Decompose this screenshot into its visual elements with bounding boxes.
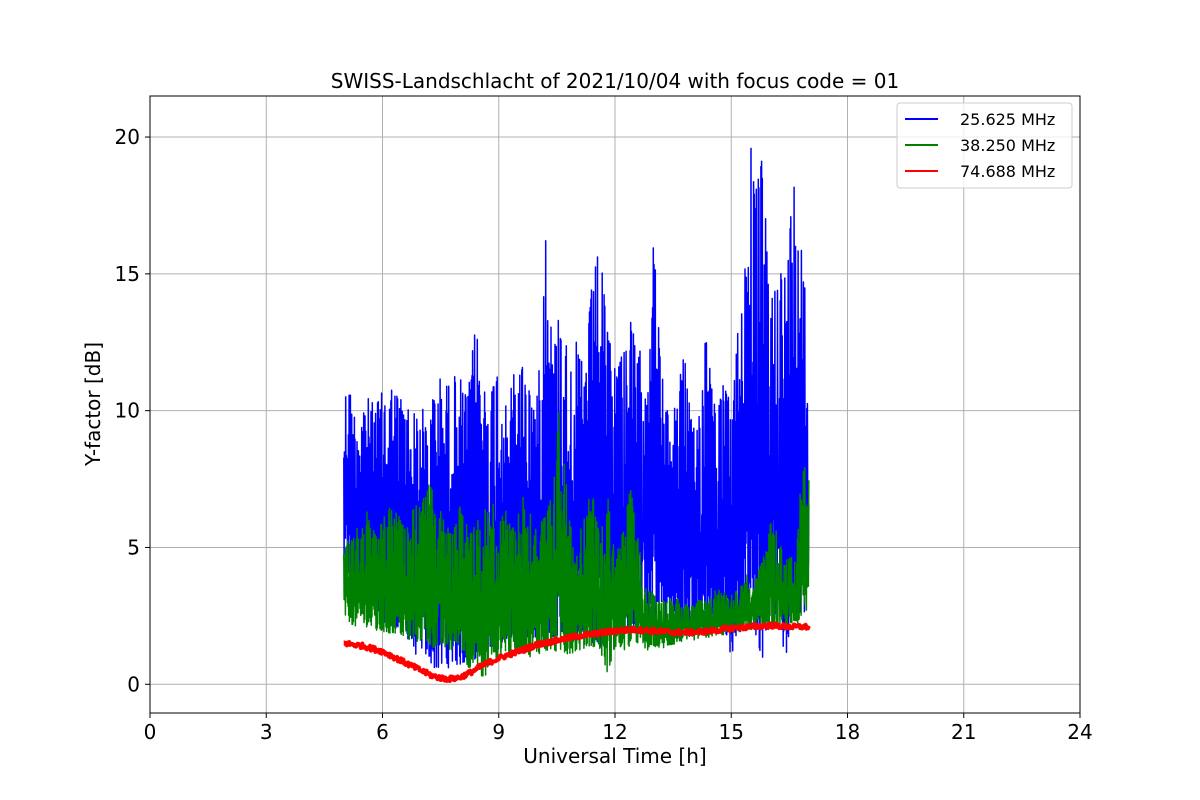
x-tick-label: 6 xyxy=(376,720,389,744)
ticks: 0 3 6 9 12 15 18 21 24 0 5 10 15 20 xyxy=(115,125,1093,744)
legend-label: 74.688 MHz xyxy=(960,162,1055,181)
x-tick-label: 3 xyxy=(260,720,273,744)
legend: 25.625 MHz 38.250 MHz 74.688 MHz xyxy=(896,102,1073,189)
series-3 xyxy=(342,621,811,683)
x-tick-label: 18 xyxy=(835,720,860,744)
y-tick-label: 0 xyxy=(127,672,140,696)
series-2 xyxy=(343,412,810,677)
x-tick-label: 15 xyxy=(719,720,744,744)
y-tick-label: 20 xyxy=(115,125,140,149)
plot-area xyxy=(342,147,811,683)
y-tick-label: 5 xyxy=(127,535,140,559)
y-axis-label: Y-factor [dB] xyxy=(81,342,105,467)
series-line xyxy=(343,412,810,677)
legend-label: 25.625 MHz xyxy=(960,110,1055,129)
x-tick-label: 0 xyxy=(144,720,157,744)
legend-box xyxy=(896,102,1073,189)
x-tick-label: 12 xyxy=(602,720,627,744)
legend-label: 38.250 MHz xyxy=(960,136,1055,155)
x-axis-label: Universal Time [h] xyxy=(523,744,706,768)
x-tick-label: 21 xyxy=(951,720,976,744)
y-tick-label: 15 xyxy=(115,262,140,286)
x-tick-label: 9 xyxy=(492,720,505,744)
chart-title: SWISS-Landschlacht of 2021/10/04 with fo… xyxy=(331,69,899,93)
series-line xyxy=(342,621,811,683)
x-tick-label: 24 xyxy=(1067,720,1092,744)
y-tick-label: 10 xyxy=(115,399,140,423)
